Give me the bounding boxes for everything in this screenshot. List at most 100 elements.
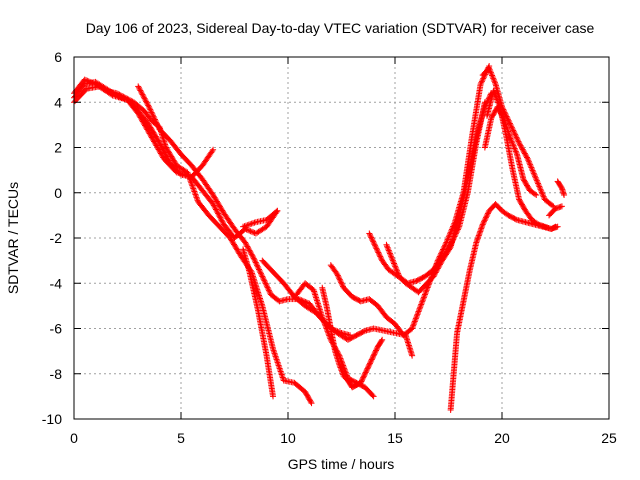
data-point [149,110,156,117]
x-tick-label: 15 [387,430,403,446]
data-point [339,282,346,289]
data-point [489,112,496,119]
data-point [252,258,259,265]
data-point [486,66,493,73]
data-point [523,153,530,160]
data-point [140,92,147,99]
data-point [491,110,498,117]
data-point [88,79,95,86]
data-point [392,264,399,271]
data-point [531,171,538,178]
data-point [368,235,375,242]
data-point [517,199,524,206]
data-point [421,292,428,299]
data-point [192,191,199,198]
data-point [214,209,221,216]
data-point [245,244,252,251]
data-point [186,175,193,182]
data-point [246,227,253,234]
data-point [519,202,526,209]
data-point [303,391,310,398]
data-point [486,65,493,72]
data-point [390,259,397,266]
data-point [85,78,92,85]
data-point [374,246,381,253]
data-point [336,363,343,370]
data-point [254,262,261,269]
data-point [251,219,258,226]
data-point [184,170,191,177]
data-point [383,241,390,248]
data-point [532,173,539,180]
data-point [393,266,400,273]
data-point [558,203,565,210]
data-point [306,396,313,403]
data-point [525,157,532,164]
data-point [115,90,122,97]
data-point [307,398,314,405]
data-point [509,126,516,133]
data-point [511,130,518,137]
data-point [244,243,251,250]
data-point [187,178,194,185]
data-point [270,345,277,352]
data-point [371,350,378,357]
data-point [509,139,516,146]
data-point [521,177,528,184]
data-point [210,202,217,209]
data-point [247,228,254,235]
data-point [254,263,261,270]
data-point [500,115,507,122]
data-point [253,260,260,267]
data-point [258,270,265,277]
data-point [492,92,499,99]
data-point [140,94,147,101]
data-point [527,163,534,170]
data-point [151,115,158,122]
data-point [561,192,568,199]
data-point [192,192,199,199]
data-point [270,393,277,400]
data-point [508,136,515,143]
data-point [388,254,395,261]
data-point [194,195,201,202]
data-point [444,236,451,243]
data-point [436,262,443,269]
data-point [145,102,152,109]
data-point [259,273,266,280]
data-point [520,147,527,154]
data-point [244,222,251,229]
data-point [240,223,247,230]
data-point [491,79,498,86]
data-point [369,353,376,360]
data-point [188,179,195,186]
data-point [337,365,344,372]
data-point [409,324,416,331]
data-point [520,176,527,183]
data-point [443,238,450,245]
data-point [496,107,503,114]
data-point [375,249,382,256]
data-point [488,115,495,122]
data-point [516,141,523,148]
data-point [219,218,226,225]
data-point [277,366,284,373]
data-point [369,237,376,244]
data-point [481,217,488,224]
data-point [531,191,538,198]
data-point [153,120,160,127]
data-point [391,261,398,268]
data-point [512,131,519,138]
data-point [523,182,530,189]
data-point [259,274,266,281]
data-point [321,321,328,328]
data-point [153,119,160,126]
data-point [339,370,346,377]
data-point [417,304,424,311]
data-point [334,271,341,278]
data-point [265,285,272,292]
data-point [276,363,283,370]
data-point [538,187,545,194]
data-point [532,174,539,181]
